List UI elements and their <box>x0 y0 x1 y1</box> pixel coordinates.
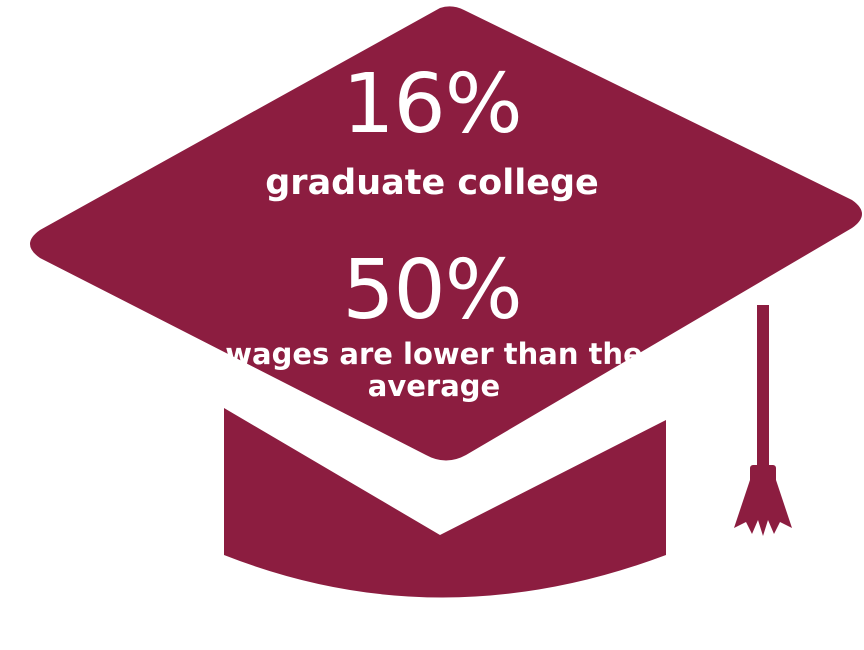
tassel-fringe <box>734 480 792 536</box>
stat-label-graduate: graduate college <box>0 165 864 202</box>
stat-label-wages: wages are lower than the average <box>224 338 644 403</box>
stat-percent-wages: 50% <box>0 250 864 332</box>
stat-percent-graduate: 16% <box>0 64 864 146</box>
